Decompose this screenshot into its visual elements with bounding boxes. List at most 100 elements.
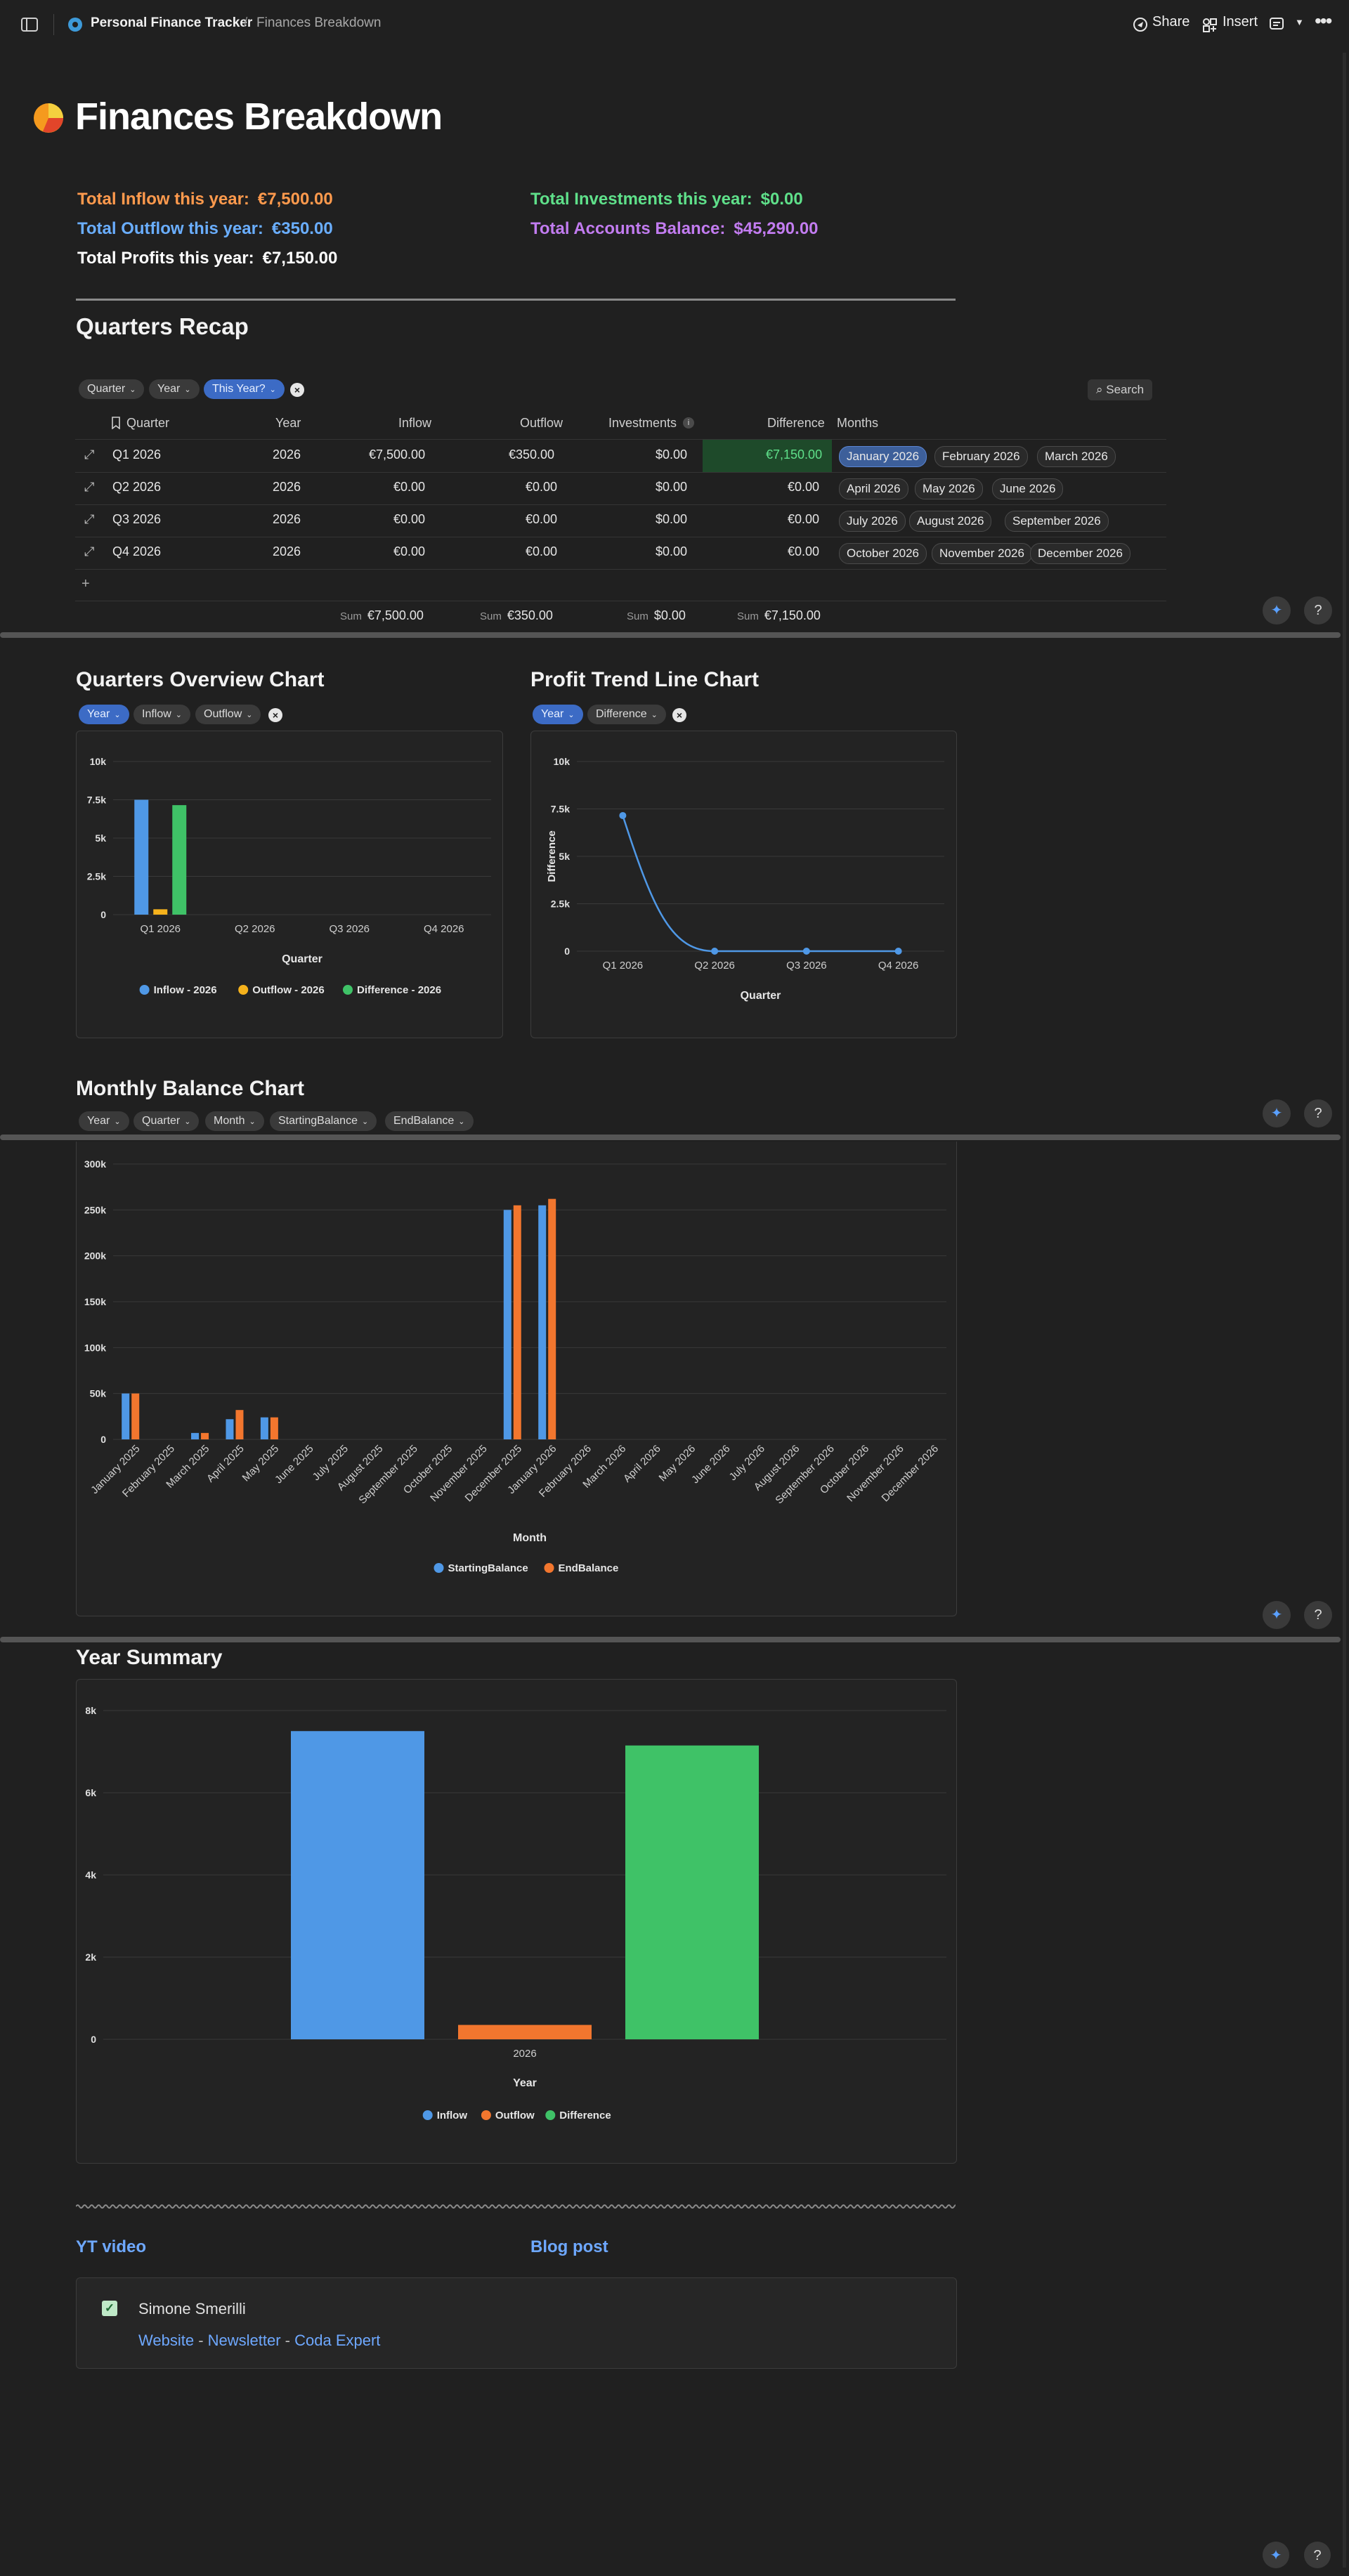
filter-difference[interactable]: Difference ⌄ bbox=[587, 705, 666, 724]
filter-inflow[interactable]: Inflow ⌄ bbox=[133, 705, 191, 724]
legend-swatch bbox=[139, 985, 150, 995]
page-scrollbar[interactable] bbox=[1343, 53, 1346, 2568]
cell-inflow[interactable]: €0.00 bbox=[393, 480, 426, 494]
filter-year[interactable]: Year ⌄ bbox=[149, 379, 200, 399]
filter-end-balance[interactable]: EndBalance ⌄ bbox=[385, 1111, 474, 1131]
cell-inflow[interactable]: €7,500.00 bbox=[369, 447, 426, 462]
cell-inflow[interactable]: €0.00 bbox=[393, 512, 426, 526]
month-chip[interactable]: April 2026 bbox=[839, 478, 908, 499]
month-chip[interactable]: January 2026 bbox=[839, 446, 927, 467]
checkbox-icon[interactable]: ✓ bbox=[102, 2301, 117, 2316]
cell-investments[interactable]: $0.00 bbox=[656, 447, 688, 462]
clear-filters-icon[interactable]: × bbox=[268, 708, 282, 722]
breadcrumb-separator: / bbox=[244, 15, 248, 30]
cell-difference[interactable]: €0.00 bbox=[788, 544, 820, 558]
filter-quarter[interactable]: Quarter ⌄ bbox=[79, 379, 145, 399]
coda-expert-link[interactable]: Coda Expert bbox=[294, 2332, 381, 2349]
filter-month[interactable]: Month ⌄ bbox=[205, 1111, 264, 1131]
cell-outflow[interactable]: €0.00 bbox=[526, 512, 558, 526]
month-chip[interactable]: August 2026 bbox=[909, 511, 992, 532]
link-separator: - bbox=[280, 2332, 295, 2349]
filter-starting-balance[interactable]: StartingBalance ⌄ bbox=[270, 1111, 377, 1131]
col-difference[interactable]: Difference bbox=[767, 416, 825, 430]
doc-title[interactable]: Personal Finance Tracker bbox=[91, 15, 253, 30]
cell-year[interactable]: 2026 bbox=[273, 480, 301, 494]
breadcrumb-page[interactable]: Finances Breakdown bbox=[256, 15, 382, 30]
month-chip[interactable]: February 2026 bbox=[934, 446, 1028, 467]
ai-assistant-icon[interactable]: ✦ bbox=[1263, 2542, 1289, 2568]
month-chip[interactable]: March 2026 bbox=[1037, 446, 1116, 467]
legend-label: Difference bbox=[559, 2110, 611, 2121]
col-year[interactable]: Year bbox=[275, 416, 301, 430]
bar bbox=[134, 799, 149, 915]
cell-difference[interactable]: €0.00 bbox=[788, 480, 820, 494]
cell-quarter[interactable]: Q1 2026 bbox=[112, 447, 162, 462]
col-outflow[interactable]: Outflow bbox=[520, 416, 563, 430]
month-chip[interactable]: June 2026 bbox=[992, 478, 1064, 499]
cell-difference[interactable]: €0.00 bbox=[788, 512, 820, 526]
expand-row-icon[interactable]: ⤢ bbox=[84, 544, 95, 558]
insert-button[interactable]: Insert bbox=[1223, 14, 1258, 30]
cell-quarter[interactable]: Q4 2026 bbox=[112, 544, 162, 558]
month-chip[interactable]: October 2026 bbox=[839, 543, 927, 564]
cell-difference[interactable]: €7,150.00 bbox=[766, 447, 823, 462]
clear-filters-icon[interactable]: × bbox=[290, 383, 304, 397]
month-chip[interactable]: May 2026 bbox=[915, 478, 983, 499]
more-options-icon[interactable]: ••• bbox=[1315, 10, 1332, 32]
filter-quarter[interactable]: Quarter ⌄ bbox=[133, 1111, 200, 1131]
month-chip[interactable]: September 2026 bbox=[1005, 511, 1109, 532]
filter-year[interactable]: Year ⌄ bbox=[533, 705, 583, 724]
blog-post-link[interactable]: Blog post bbox=[530, 2237, 608, 2256]
search-button[interactable]: ⌕ Search bbox=[1088, 379, 1153, 400]
month-chip[interactable]: December 2026 bbox=[1030, 543, 1130, 564]
cell-outflow[interactable]: €0.00 bbox=[526, 544, 558, 558]
expand-row-icon[interactable]: ⤢ bbox=[84, 512, 95, 526]
col-inflow[interactable]: Inflow bbox=[398, 416, 432, 430]
cell-investments[interactable]: $0.00 bbox=[656, 480, 688, 494]
share-button[interactable]: Share bbox=[1152, 14, 1190, 30]
cell-inflow[interactable]: €0.00 bbox=[393, 544, 426, 558]
cell-investments[interactable]: $0.00 bbox=[656, 544, 688, 558]
horizontal-scrollbar[interactable] bbox=[0, 1135, 1341, 1140]
x-tick-label: Q3 2026 bbox=[329, 923, 370, 935]
ai-assistant-icon[interactable]: ✦ bbox=[1263, 1099, 1291, 1127]
ai-assistant-icon[interactable]: ✦ bbox=[1263, 1601, 1291, 1629]
ai-assistant-icon[interactable]: ✦ bbox=[1263, 596, 1291, 625]
yt-video-link[interactable]: YT video bbox=[76, 2237, 147, 2256]
cell-year[interactable]: 2026 bbox=[273, 447, 301, 462]
col-quarter[interactable]: Quarter bbox=[126, 416, 170, 430]
filter-year[interactable]: Year ⌄ bbox=[79, 1111, 129, 1131]
comment-icon[interactable] bbox=[1269, 17, 1286, 32]
cell-outflow[interactable]: €0.00 bbox=[526, 480, 558, 494]
cell-quarter[interactable]: Q2 2026 bbox=[112, 480, 162, 494]
add-row-button[interactable]: + bbox=[82, 576, 90, 591]
filter-label: Year bbox=[157, 383, 181, 395]
filter-outflow[interactable]: Outflow ⌄ bbox=[195, 705, 261, 724]
cell-year[interactable]: 2026 bbox=[273, 512, 301, 526]
cell-year[interactable]: 2026 bbox=[273, 544, 301, 558]
help-icon[interactable]: ? bbox=[1304, 1099, 1332, 1127]
expand-row-icon[interactable]: ⤢ bbox=[84, 447, 95, 462]
cell-outflow[interactable]: €350.00 bbox=[509, 447, 555, 462]
horizontal-scrollbar[interactable] bbox=[0, 632, 1341, 638]
clear-filters-icon[interactable]: × bbox=[672, 708, 686, 722]
horizontal-scrollbar[interactable] bbox=[0, 1637, 1341, 1642]
help-icon[interactable]: ? bbox=[1304, 596, 1332, 625]
month-chip[interactable]: November 2026 bbox=[932, 543, 1032, 564]
chevron-down-icon[interactable]: ▼ bbox=[1295, 17, 1304, 27]
month-chip[interactable]: July 2026 bbox=[839, 511, 906, 532]
cell-quarter[interactable]: Q3 2026 bbox=[112, 512, 162, 526]
info-icon[interactable]: i bbox=[683, 417, 694, 429]
x-tick-label: Q2 2026 bbox=[694, 960, 735, 972]
help-icon[interactable]: ? bbox=[1304, 1601, 1332, 1629]
sidebar-toggle-icon[interactable] bbox=[21, 18, 38, 32]
col-investments[interactable]: Investments bbox=[608, 416, 677, 430]
expand-row-icon[interactable]: ⤢ bbox=[84, 480, 95, 494]
cell-investments[interactable]: $0.00 bbox=[656, 512, 688, 526]
filter-this-year[interactable]: This Year? ⌄ bbox=[204, 379, 285, 399]
newsletter-link[interactable]: Newsletter bbox=[207, 2332, 281, 2349]
website-link[interactable]: Website bbox=[138, 2332, 195, 2349]
col-months[interactable]: Months bbox=[837, 416, 879, 430]
help-icon[interactable]: ? bbox=[1304, 2542, 1331, 2568]
filter-year[interactable]: Year ⌄ bbox=[79, 705, 129, 724]
